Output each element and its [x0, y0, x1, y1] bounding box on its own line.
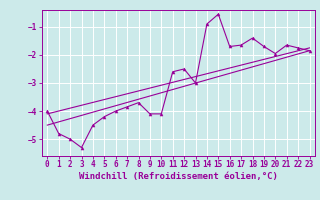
X-axis label: Windchill (Refroidissement éolien,°C): Windchill (Refroidissement éolien,°C) [79, 172, 278, 181]
